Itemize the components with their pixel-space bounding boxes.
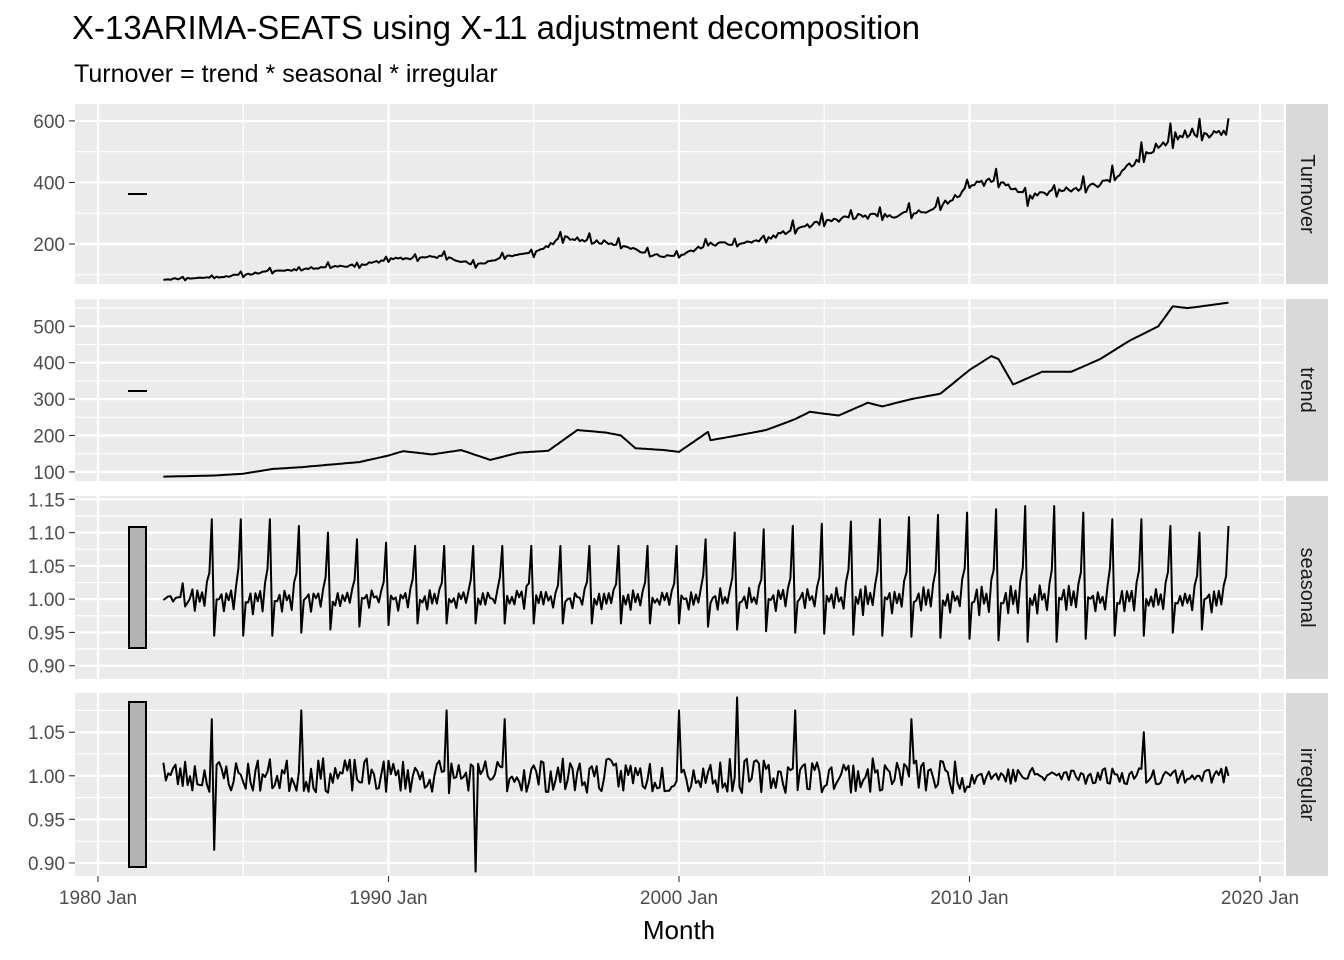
x-axis-title: Month bbox=[643, 915, 715, 945]
facet-strip bbox=[1286, 299, 1328, 481]
y-tick-label: 0.90 bbox=[28, 854, 65, 875]
range-scale-bar bbox=[128, 526, 147, 649]
facet-strip-label: trend bbox=[1296, 367, 1318, 413]
chart-subtitle: Turnover = trend * seasonal * irregular bbox=[74, 60, 498, 88]
x-tick-label: 2020 Jan bbox=[1221, 888, 1299, 909]
series-line-turnover bbox=[163, 117, 1230, 282]
chart-title: X-13ARIMA-SEATS using X-11 adjustment de… bbox=[72, 9, 920, 46]
facet-panels: 200 400 600 Turnover 100 200 300 400 500 trend 0.9… bbox=[28, 104, 1328, 876]
y-tick-label: 1.05 bbox=[28, 557, 65, 578]
y-tick-label: 1.10 bbox=[28, 524, 65, 545]
panel-irregular: 0.90 0.95 1.00 1.05 irregular bbox=[28, 693, 1328, 876]
y-tick-label: 100 bbox=[33, 463, 65, 484]
x-tick-label: 1980 Jan bbox=[59, 888, 137, 909]
facet-strip-label: Turnover bbox=[1296, 154, 1318, 234]
x-axis: 1980 Jan 1990 Jan 2000 Jan 2010 Jan 2020 Jan bbox=[59, 876, 1299, 909]
panel-seasonal: 0.90 0.95 1.00 1.05 1.10 1.15 seasonal bbox=[28, 490, 1328, 679]
y-tick-label: 1.15 bbox=[28, 490, 65, 511]
y-tick-label: 300 bbox=[33, 390, 65, 411]
x-tick-label: 2010 Jan bbox=[930, 888, 1008, 909]
y-tick-label: 1.00 bbox=[28, 590, 65, 611]
y-tick-label: 200 bbox=[33, 427, 65, 448]
facet-strip-label: irregular bbox=[1296, 748, 1318, 822]
range-scale-bar bbox=[128, 701, 147, 868]
x-tick-label: 2000 Jan bbox=[640, 888, 718, 909]
y-tick-label: 400 bbox=[33, 354, 65, 375]
y-tick-label: 1.05 bbox=[28, 723, 65, 744]
y-tick-label: 0.95 bbox=[28, 810, 65, 831]
y-tick-label: 1.00 bbox=[28, 767, 65, 788]
x-tick-label: 1990 Jan bbox=[349, 888, 427, 909]
panel-turnover: 200 400 600 Turnover bbox=[33, 104, 1328, 284]
y-tick-label: 0.90 bbox=[28, 657, 65, 678]
y-tick-label: 0.95 bbox=[28, 623, 65, 644]
y-tick-label: 600 bbox=[33, 112, 65, 133]
facet-strip bbox=[1286, 693, 1328, 876]
facet-strip-label: seasonal bbox=[1296, 547, 1318, 627]
series-line-irregular bbox=[162, 696, 1230, 873]
facet-strip bbox=[1286, 496, 1328, 679]
series-line-trend bbox=[163, 301, 1229, 478]
panel-trend: 100 200 300 400 500 trend bbox=[33, 299, 1328, 484]
y-tick-label: 200 bbox=[33, 235, 65, 256]
facet-strip bbox=[1286, 104, 1328, 284]
y-tick-label: 500 bbox=[33, 317, 65, 338]
series-line-seasonal bbox=[162, 505, 1230, 643]
y-tick-label: 400 bbox=[33, 173, 65, 194]
